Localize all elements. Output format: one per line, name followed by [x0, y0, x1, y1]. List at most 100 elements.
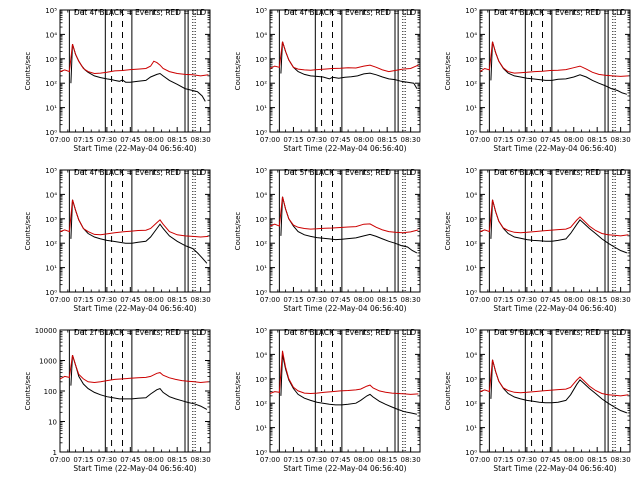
plot-frame: [59, 169, 211, 293]
y-tick-label: 10³: [465, 376, 477, 384]
x-tick-label: 08:15: [167, 456, 187, 464]
x-tick-label: 08:00: [144, 456, 164, 464]
y-tick-label: 10²: [465, 400, 477, 408]
y-tick-label: 10⁵: [255, 327, 267, 335]
x-tick-label: 07:15: [73, 296, 93, 304]
y-tick-label: 10⁴: [465, 191, 477, 199]
y-tick-label: 10⁴: [255, 351, 267, 359]
x-tick-label: 07:30: [517, 136, 537, 144]
x-tick-label: 07:15: [283, 296, 303, 304]
chart-panel-6: 10⁰ 10¹ 10² 10³ 10⁴ 10⁵ 07:00 07:15 07:30 07:45 08…: [444, 167, 631, 313]
y-tick-label: 10³: [255, 376, 267, 384]
series-line-lld: [269, 196, 419, 234]
y-tick-label: 10⁴: [465, 31, 477, 39]
y-tick-label: 1000: [39, 358, 57, 366]
y-tick-label: 10¹: [45, 265, 57, 273]
x-tick-label: 07:45: [540, 456, 560, 464]
y-tick-label: 10⁰: [465, 129, 477, 137]
y-tick-label: 10⁰: [465, 449, 477, 457]
series-line-events: [70, 199, 208, 264]
x-axis-label: Start Time (22-May-04 06:56:40): [493, 464, 616, 473]
y-tick-label: 10³: [465, 56, 477, 64]
x-axis-label: Start Time (22-May-04 06:56:40): [73, 304, 196, 313]
x-tick-label: 07:15: [73, 136, 93, 144]
y-tick-label: 10⁵: [465, 327, 477, 335]
y-axis-label: Counts/sec: [444, 212, 452, 251]
x-tick-label: 07:15: [73, 456, 93, 464]
y-tick-label: 10⁰: [255, 449, 267, 457]
series-line-lld: [479, 199, 629, 237]
x-axis-label: Start Time (22-May-04 06:56:40): [493, 304, 616, 313]
x-tick-label: 07:00: [50, 136, 70, 144]
y-tick-label: 10³: [45, 56, 57, 64]
x-tick-label: 07:30: [517, 456, 537, 464]
y-tick-label: 10¹: [255, 105, 267, 113]
y-tick-label: 10²: [255, 400, 267, 408]
x-tick-label: 07:00: [470, 456, 490, 464]
series-line-events: [490, 41, 628, 95]
series-line-events: [280, 41, 418, 89]
x-tick-label: 08:00: [144, 296, 164, 304]
y-tick-label: 10³: [255, 56, 267, 64]
y-tick-label: 10⁴: [465, 351, 477, 359]
x-tick-label: 07:00: [260, 136, 280, 144]
panel-title: Det 6f BLACK = Events, RED = LLD: [494, 168, 627, 177]
y-tick-label: 10¹: [255, 265, 267, 273]
y-tick-label: 10⁰: [255, 289, 267, 297]
y-tick-label: 10²: [45, 240, 57, 248]
x-tick-label: 08:30: [191, 136, 211, 144]
x-tick-label: 07:15: [493, 456, 513, 464]
x-axis-label: Start Time (22-May-04 06:56:40): [73, 144, 196, 153]
x-axis-label: Start Time (22-May-04 06:56:40): [73, 464, 196, 473]
x-tick-label: 08:30: [401, 296, 421, 304]
x-tick-label: 07:00: [260, 456, 280, 464]
x-tick-label: 08:15: [167, 136, 187, 144]
x-tick-label: 08:15: [167, 296, 187, 304]
y-tick-label: 10⁰: [45, 289, 57, 297]
chart-panel-8: 10⁰ 10¹ 10² 10³ 10⁴ 10⁵ 07:00 07:15 07:30 07:45 08…: [234, 327, 421, 473]
y-tick-label: 10⁵: [255, 7, 267, 15]
y-tick-label: 10⁰: [465, 289, 477, 297]
plot-frame: [479, 9, 631, 133]
panel-title: Det 4f BLACK = Events, RED = LLD: [74, 8, 207, 17]
x-tick-label: 08:30: [611, 136, 631, 144]
x-tick-label: 07:00: [50, 296, 70, 304]
series-line-lld: [269, 350, 419, 395]
series-line-lld: [479, 359, 629, 397]
y-tick-label: 10¹: [465, 425, 477, 433]
x-tick-label: 07:00: [260, 296, 280, 304]
series-line-events: [490, 359, 628, 414]
x-tick-label: 08:00: [354, 456, 374, 464]
chart-panel-5: 10⁰ 10¹ 10² 10³ 10⁴ 10⁵ 07:00 07:15 07:30 07:45 08…: [234, 167, 421, 313]
y-tick-label: 10⁰: [45, 129, 57, 137]
y-tick-label: 10⁴: [45, 31, 57, 39]
series-line-lld: [479, 41, 629, 77]
y-axis-label: Counts/sec: [444, 372, 452, 411]
x-tick-label: 07:45: [120, 136, 140, 144]
panel-title: Det 5f BLACK = Events, RED = LLD: [284, 168, 417, 177]
y-axis-label: Counts/sec: [234, 52, 242, 91]
chart-panel-2: 10⁰ 10¹ 10² 10³ 10⁴ 10⁵ 07:00 07:15 07:30 07:45 08…: [234, 7, 421, 153]
x-tick-label: 08:30: [401, 136, 421, 144]
y-tick-label: 10⁵: [45, 167, 57, 175]
series-line-events: [280, 354, 418, 415]
x-tick-label: 08:30: [611, 296, 631, 304]
series-line-events: [490, 199, 628, 254]
x-tick-label: 08:00: [564, 456, 584, 464]
panel-title: Det 2f BLACK = Events, RED = LLD: [74, 328, 207, 337]
y-tick-label: 1: [53, 449, 57, 457]
x-tick-label: 07:15: [493, 296, 513, 304]
y-axis-label: Counts/sec: [234, 212, 242, 251]
y-tick-label: 10⁰: [255, 129, 267, 137]
y-tick-label: 10⁵: [45, 7, 57, 15]
chart-panel-4: 10⁰ 10¹ 10² 10³ 10⁴ 10⁵ 07:00 07:15 07:30 07:45 08…: [24, 167, 211, 313]
panel-title: Det 4f BLACK = Events, RED = LLD: [494, 8, 627, 17]
y-tick-label: 10²: [255, 80, 267, 88]
x-tick-label: 07:00: [470, 296, 490, 304]
x-tick-label: 07:30: [307, 296, 327, 304]
x-tick-label: 08:15: [587, 136, 607, 144]
y-tick-label: 10⁵: [465, 7, 477, 15]
chart-panel-7: 1 10 100 1000 10000 07:00 07:15 07:30 07:45 08:00…: [24, 327, 211, 473]
x-tick-label: 07:45: [540, 296, 560, 304]
x-tick-label: 07:15: [493, 136, 513, 144]
